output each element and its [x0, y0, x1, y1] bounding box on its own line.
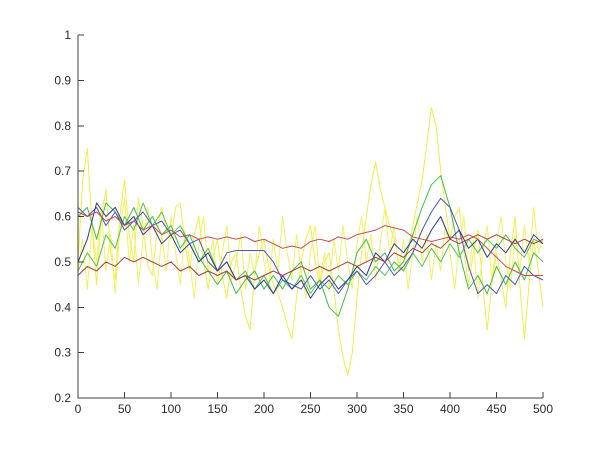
x-tick-label: 450 — [486, 402, 506, 416]
y-tick-label: 1 — [64, 28, 71, 42]
y-tick-label: 0.6 — [54, 210, 71, 224]
x-tick-label: 350 — [393, 402, 413, 416]
x-tick-label: 0 — [75, 402, 82, 416]
x-tick-label: 500 — [533, 402, 553, 416]
series-line-blue-2 — [77, 202, 544, 299]
x-tick-label: 150 — [207, 402, 227, 416]
series-line-red-2 — [77, 234, 544, 281]
x-tick-label: 200 — [254, 402, 274, 416]
y-tick-label: 0.9 — [54, 73, 71, 87]
x-tick-label: 300 — [347, 402, 367, 416]
x-tick-label: 50 — [118, 402, 132, 416]
x-tick-label: 400 — [440, 402, 460, 416]
series-line-red-1 — [77, 211, 543, 276]
y-tick-label: 0.2 — [54, 391, 71, 405]
series-line-yellow-2 — [77, 197, 544, 299]
series-line-green-2 — [77, 202, 544, 295]
series-line-blue-1 — [77, 197, 544, 295]
series-line-green-1 — [77, 175, 544, 317]
x-tick-label: 250 — [300, 402, 320, 416]
y-tick-label: 0.8 — [54, 119, 71, 133]
x-tick-label: 100 — [161, 402, 181, 416]
y-tick-label: 0.7 — [54, 164, 71, 178]
y-tick-label: 0.4 — [54, 300, 71, 314]
y-tick-label: 0.3 — [54, 346, 71, 360]
series-line-yellow-1 — [77, 107, 544, 376]
y-tick-label: 0.5 — [54, 255, 71, 269]
